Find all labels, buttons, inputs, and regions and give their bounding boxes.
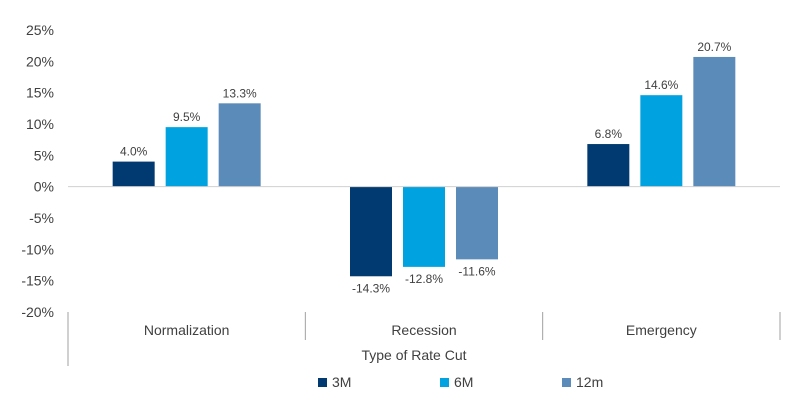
legend-label: 6M [454, 374, 473, 390]
data-label: -14.3% [352, 281, 390, 295]
data-label: 14.6% [644, 78, 678, 92]
category-label: Emergency [626, 322, 697, 338]
legend-item: 3M [318, 374, 351, 390]
data-label: 6.8% [595, 127, 623, 141]
data-labels: 4.0% 9.5% 13.3% -14.3% -12.8% -11.6% 6.8% 14.6%… [120, 40, 732, 295]
category-axis: Normalization Recession Emergency [67, 312, 781, 366]
data-label: 20.7% [697, 40, 731, 54]
y-tick-label: 15% [26, 85, 54, 101]
data-label: 13.3% [223, 86, 257, 100]
legend-label: 12m [576, 374, 603, 390]
bar [165, 127, 208, 187]
category-label: Normalization [144, 322, 230, 338]
legend-swatch [440, 378, 449, 387]
bar [456, 186, 498, 260]
legend: 3M 6M 12m [318, 374, 603, 390]
y-tick-label: -5% [29, 210, 54, 226]
category-label: Recession [391, 322, 456, 338]
y-tick-label: 0% [34, 179, 54, 195]
y-tick-label: -15% [21, 273, 54, 289]
bar [693, 56, 736, 187]
legend-swatch [562, 378, 571, 387]
data-label: 9.5% [173, 110, 201, 124]
y-tick-label: -20% [21, 304, 54, 320]
legend-swatch [318, 378, 327, 387]
legend-item: 6M [440, 374, 473, 390]
legend-item: 12m [562, 374, 603, 390]
bar [640, 95, 683, 187]
bar [218, 103, 261, 187]
bars [112, 56, 736, 277]
data-label: -12.8% [405, 272, 443, 286]
y-tick-label: 25% [26, 22, 54, 38]
y-tick-label: 5% [34, 147, 54, 163]
data-label: -11.6% [458, 264, 495, 278]
y-axis-ticks: 25% 20% 15% 10% 5% 0% -5% -10% -15% -20% [21, 22, 54, 320]
bar [350, 186, 392, 277]
bar [112, 161, 155, 187]
data-label: 4.0% [120, 145, 148, 159]
bar [587, 144, 630, 187]
y-tick-label: 20% [26, 53, 54, 69]
y-tick-label: -10% [21, 241, 54, 257]
legend-label: 3M [332, 374, 351, 390]
x-axis-title: Type of Rate Cut [361, 347, 466, 363]
bar [403, 186, 445, 267]
y-tick-label: 10% [26, 116, 54, 132]
